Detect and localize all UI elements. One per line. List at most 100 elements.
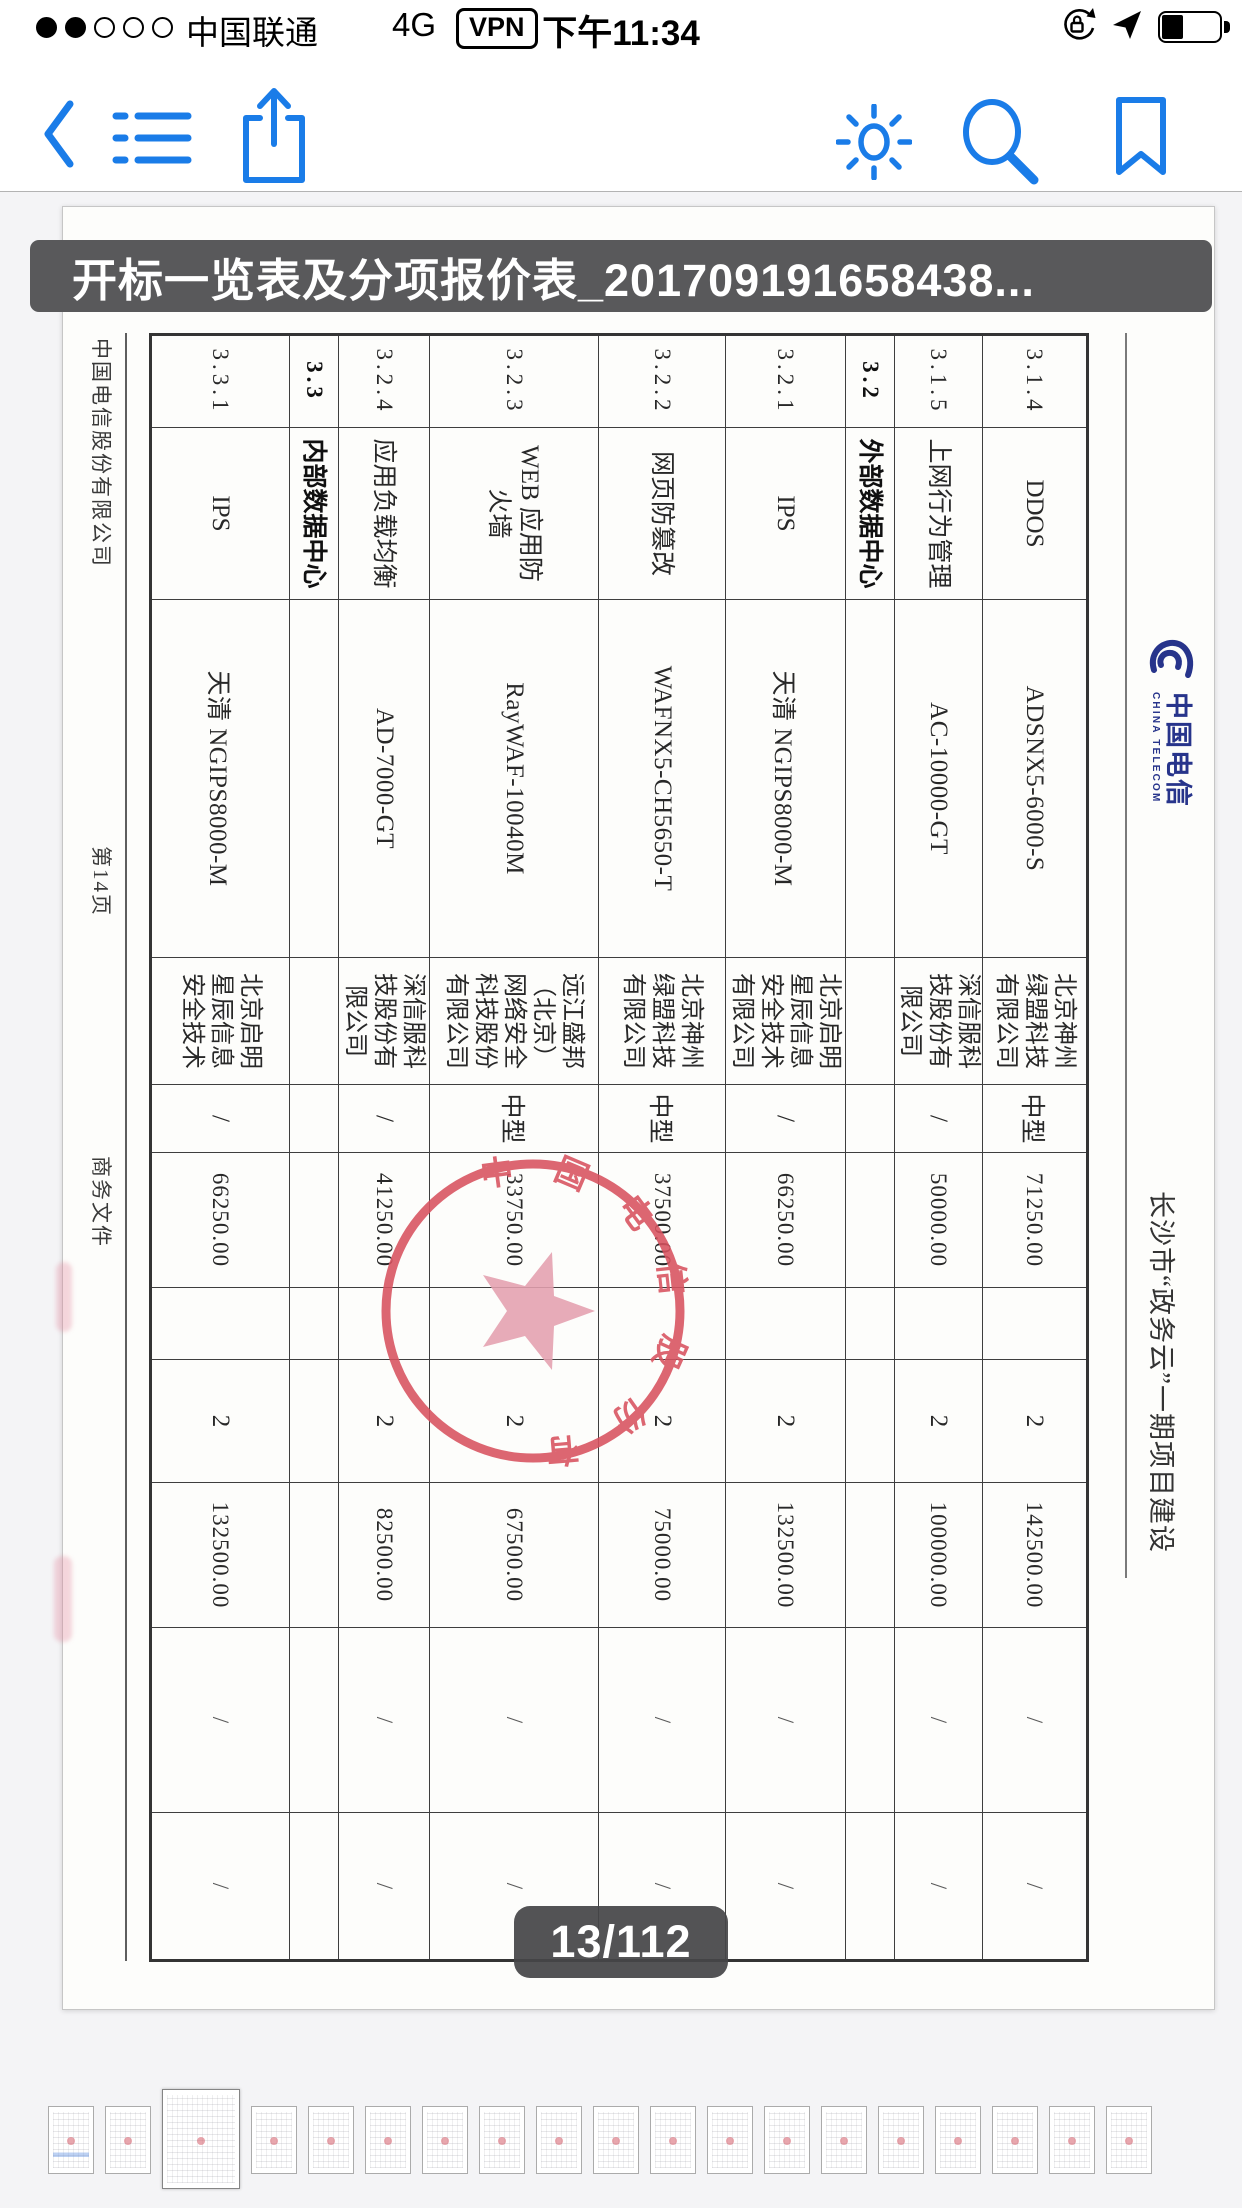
page-thumbnail[interactable] bbox=[821, 2106, 867, 2174]
table-cell: 132500.00 bbox=[150, 1482, 290, 1628]
table-cell: 网页防篡改 bbox=[598, 427, 726, 600]
page-thumbnail[interactable] bbox=[764, 2106, 810, 2174]
status-bar: 中国联通 4G VPN 下午11:34 bbox=[0, 0, 1242, 54]
table-cell: 3.2.4 bbox=[338, 334, 430, 428]
table-cell bbox=[289, 1359, 339, 1483]
table-row: 3.2.3 WEB 应用防火墙 RayWAF-10040M 远江盛邦（北京）网络安全科… bbox=[429, 334, 599, 1961]
page-thumbnail[interactable] bbox=[536, 2106, 582, 2174]
thumbnail-strip bbox=[48, 2089, 1208, 2201]
filename-label: 开标一览表及分项报价表_201709191658438... bbox=[72, 254, 1035, 306]
table-cell: 2 bbox=[982, 1359, 1088, 1483]
filename-bar: 开标一览表及分项报价表_201709191658438... bbox=[30, 240, 1212, 312]
table-cell bbox=[289, 957, 339, 1085]
table-cell: 67500.00 bbox=[429, 1482, 599, 1628]
table-cell: 北京启明星辰信息安全技术有限公司 bbox=[725, 957, 846, 1085]
brightness-button[interactable] bbox=[836, 104, 912, 180]
table-cell bbox=[845, 957, 895, 1085]
signal-dot bbox=[65, 17, 86, 38]
table-cell: ADSNX5-6000-S bbox=[982, 599, 1088, 958]
table-cell bbox=[289, 1084, 339, 1153]
china-telecom-logo-icon bbox=[1149, 639, 1194, 678]
table-cell: / bbox=[150, 1084, 290, 1153]
page-thumbnail[interactable] bbox=[479, 2106, 525, 2174]
table-cell: 100000.00 bbox=[894, 1482, 983, 1628]
table-row: 3.1.4 DDOS ADSNX5-6000-S 北京神州绿盟科技有限公司 中型 7125… bbox=[982, 334, 1088, 1961]
page-thumbnail[interactable] bbox=[1106, 2106, 1152, 2174]
project-title: 长沙市“政务云”一期项目建设 bbox=[1146, 1191, 1176, 1553]
table-cell bbox=[982, 1287, 1088, 1360]
table-cell: RayWAF-10040M bbox=[429, 599, 599, 958]
page-thumbnail[interactable] bbox=[251, 2106, 297, 2174]
table-cell: 3.1.5 bbox=[894, 334, 983, 428]
page-thumbnail[interactable] bbox=[707, 2106, 753, 2174]
table-cell: 66250.00 bbox=[150, 1152, 290, 1288]
table-cell: 75000.00 bbox=[598, 1482, 726, 1628]
table-cell: 132500.00 bbox=[725, 1482, 846, 1628]
table-row: 3.2 外部数据中心 bbox=[845, 334, 895, 1961]
page-thumbnail[interactable] bbox=[935, 2106, 981, 2174]
table-cell: / bbox=[338, 1084, 430, 1153]
table-cell: WEB 应用防火墙 bbox=[429, 427, 599, 600]
footer-company: 中国电信股份有限公司 bbox=[89, 338, 113, 568]
page-thumbnail[interactable] bbox=[1049, 2106, 1095, 2174]
pdf-toolbar bbox=[0, 54, 1242, 192]
table-cell bbox=[845, 1812, 895, 1961]
table-cell bbox=[289, 1152, 339, 1288]
table-cell: / bbox=[598, 1627, 726, 1813]
table-cell: / bbox=[725, 1084, 846, 1153]
table-cell: 深信服科技股份有限公司 bbox=[894, 957, 983, 1085]
table-cell: 2 bbox=[725, 1359, 846, 1483]
table-cell: 50000.00 bbox=[894, 1152, 983, 1288]
table-cell: / bbox=[725, 1812, 846, 1961]
back-button[interactable] bbox=[38, 96, 82, 172]
search-button[interactable] bbox=[952, 96, 1044, 188]
page-thumbnail[interactable] bbox=[422, 2106, 468, 2174]
outline-list-button[interactable] bbox=[112, 110, 192, 166]
table-cell: / bbox=[725, 1627, 846, 1813]
table-cell: 3.2 bbox=[845, 334, 895, 428]
share-button[interactable] bbox=[238, 86, 310, 186]
page-thumbnail[interactable] bbox=[308, 2106, 354, 2174]
page-thumbnail[interactable] bbox=[593, 2106, 639, 2174]
location-arrow-icon bbox=[1110, 8, 1144, 47]
table-cell: IPS bbox=[725, 427, 846, 600]
page-thumbnail[interactable] bbox=[878, 2106, 924, 2174]
table-cell: 中型 bbox=[429, 1084, 599, 1153]
table-cell: / bbox=[338, 1812, 430, 1961]
table-cell: 远江盛邦（北京）网络安全科技股份有限公司 bbox=[429, 957, 599, 1085]
table-cell: 内部数据中心 bbox=[289, 427, 339, 600]
logo-name-cn: 中国电信 bbox=[1163, 692, 1194, 808]
table-cell bbox=[725, 1287, 846, 1360]
table-row: 3.2.1 IPS 天清 NGIPS8000-M 北京启明星辰信息安全技术有限公司/6… bbox=[725, 334, 846, 1961]
table-cell: 3.2.3 bbox=[429, 334, 599, 428]
table-cell: 天清 NGIPS8000-M bbox=[150, 599, 290, 958]
table-cell: / bbox=[894, 1084, 983, 1153]
table-cell: 2 bbox=[894, 1359, 983, 1483]
signal-dot bbox=[123, 17, 144, 38]
table-cell: 3.1.4 bbox=[982, 334, 1088, 428]
ink-smudge bbox=[54, 1556, 72, 1642]
table-cell bbox=[845, 1084, 895, 1153]
page-thumbnail[interactable] bbox=[105, 2106, 151, 2174]
page-thumbnail[interactable] bbox=[48, 2106, 94, 2174]
page-thumbnail[interactable] bbox=[992, 2106, 1038, 2174]
page-thumbnail[interactable] bbox=[650, 2106, 696, 2174]
header-rule bbox=[1125, 333, 1127, 1578]
table-cell: 外部数据中心 bbox=[845, 427, 895, 600]
table-cell: 2 bbox=[150, 1359, 290, 1483]
footer-doc-type: 商务文件 bbox=[89, 1156, 113, 1248]
clock-label: 下午11:34 bbox=[542, 14, 700, 53]
table-cell bbox=[894, 1287, 983, 1360]
signal-strength-icon bbox=[36, 17, 173, 38]
bookmark-button[interactable] bbox=[1112, 94, 1170, 178]
table-cell bbox=[845, 1359, 895, 1483]
table-cell: / bbox=[429, 1627, 599, 1813]
table-cell: / bbox=[338, 1627, 430, 1813]
page-thumbnail[interactable] bbox=[365, 2106, 411, 2174]
document-page[interactable] bbox=[62, 206, 1215, 2010]
page-thumbnail[interactable] bbox=[162, 2089, 240, 2189]
table-cell: / bbox=[894, 1627, 983, 1813]
bid-table: 3.1.4 DDOS ADSNX5-6000-S 北京神州绿盟科技有限公司 中型 7125… bbox=[149, 333, 1089, 1962]
table-cell: WAFNX5-CH5650-T bbox=[598, 599, 726, 958]
